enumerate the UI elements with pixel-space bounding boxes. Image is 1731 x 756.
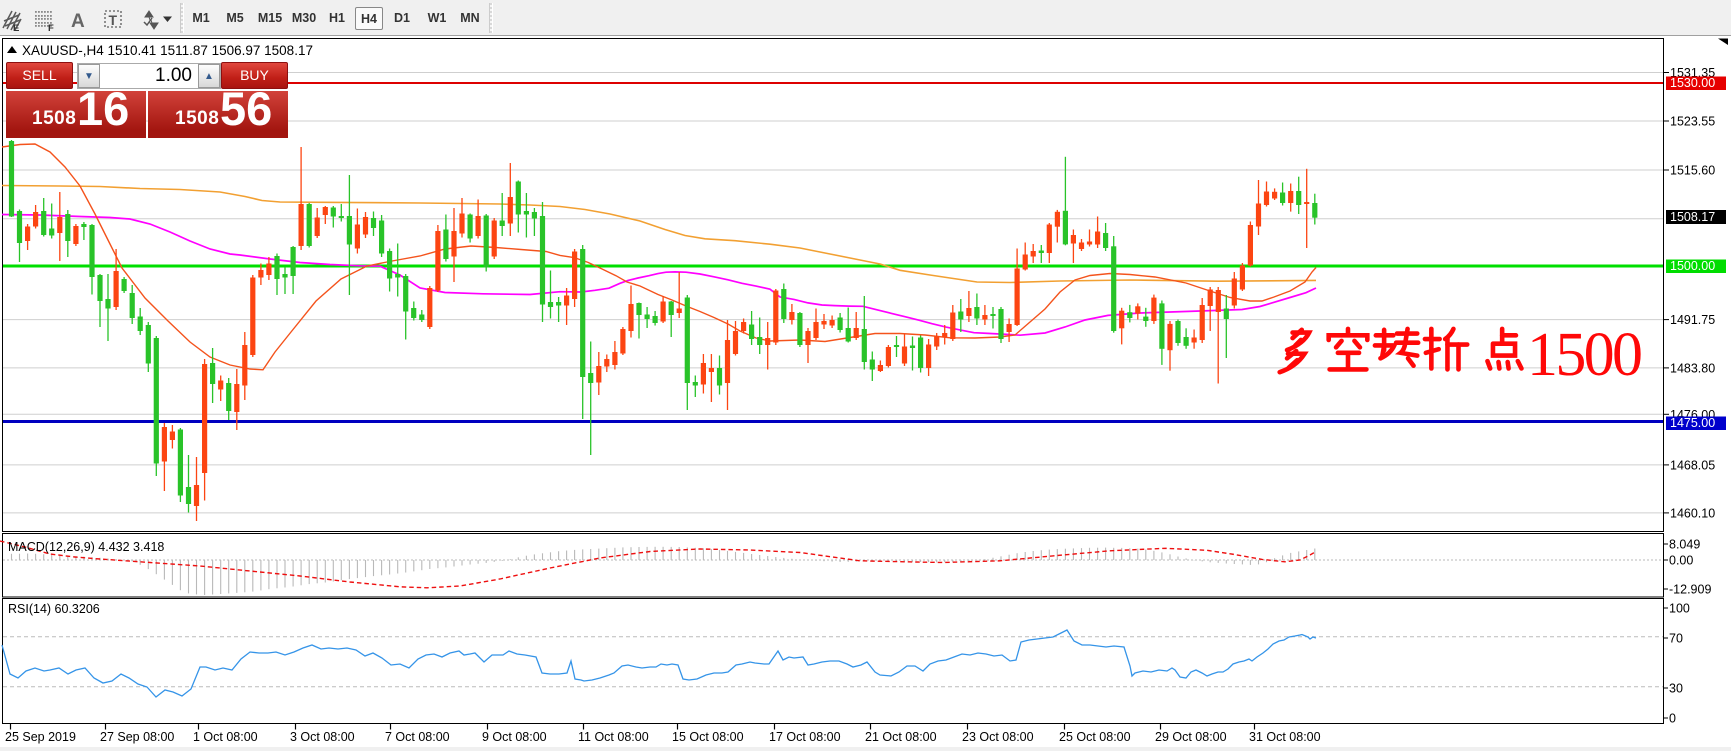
svg-text:1508.17: 1508.17 xyxy=(1670,210,1715,224)
svg-text:27 Sep 08:00: 27 Sep 08:00 xyxy=(100,730,174,744)
svg-text:1523.55: 1523.55 xyxy=(1670,115,1715,129)
svg-text:MACD(12,26,9) 4.432 3.418: MACD(12,26,9) 4.432 3.418 xyxy=(8,540,164,554)
svg-text:1500: 1500 xyxy=(1527,321,1643,389)
svg-text:F: F xyxy=(48,23,54,34)
svg-text:RSI(14) 60.3206: RSI(14) 60.3206 xyxy=(8,602,100,616)
svg-text:1515.60: 1515.60 xyxy=(1670,164,1715,178)
svg-text:25 Oct 08:00: 25 Oct 08:00 xyxy=(1059,730,1131,744)
svg-text:1468.05: 1468.05 xyxy=(1670,458,1715,472)
svg-text:1475.00: 1475.00 xyxy=(1670,416,1715,430)
svg-text:1483.80: 1483.80 xyxy=(1670,361,1715,375)
svg-text:23 Oct 08:00: 23 Oct 08:00 xyxy=(962,730,1034,744)
svg-text:21 Oct 08:00: 21 Oct 08:00 xyxy=(865,730,937,744)
svg-text:25 Sep 2019: 25 Sep 2019 xyxy=(5,730,76,744)
svg-text:1491.75: 1491.75 xyxy=(1670,313,1715,327)
svg-text:30: 30 xyxy=(1669,682,1683,696)
svg-text:17 Oct 08:00: 17 Oct 08:00 xyxy=(769,730,841,744)
svg-text:70: 70 xyxy=(1669,632,1683,646)
svg-text:8.049: 8.049 xyxy=(1669,538,1700,552)
svg-text:9 Oct 08:00: 9 Oct 08:00 xyxy=(482,730,547,744)
svg-text:7 Oct 08:00: 7 Oct 08:00 xyxy=(385,730,450,744)
svg-text:29 Oct 08:00: 29 Oct 08:00 xyxy=(1155,730,1227,744)
svg-text:1 Oct 08:00: 1 Oct 08:00 xyxy=(193,730,258,744)
svg-text:-12.909: -12.909 xyxy=(1669,583,1711,597)
svg-text:3 Oct 08:00: 3 Oct 08:00 xyxy=(290,730,355,744)
svg-text:A: A xyxy=(71,11,85,32)
svg-text:E: E xyxy=(13,23,19,34)
svg-text:0: 0 xyxy=(1669,712,1676,726)
svg-text:T: T xyxy=(109,12,118,28)
svg-text:1500.00: 1500.00 xyxy=(1670,259,1715,273)
svg-text:XAUUSD-,H4 1510.41 1511.87 15: XAUUSD-,H4 1510.41 1511.87 1506.97 1508.… xyxy=(22,43,313,58)
svg-text:11 Oct 08:00: 11 Oct 08:00 xyxy=(578,730,649,744)
svg-text:15 Oct 08:00: 15 Oct 08:00 xyxy=(672,730,744,744)
svg-text:31 Oct 08:00: 31 Oct 08:00 xyxy=(1249,730,1321,744)
svg-text:1530.00: 1530.00 xyxy=(1670,76,1715,90)
svg-text:100: 100 xyxy=(1669,602,1690,616)
svg-text:0.00: 0.00 xyxy=(1669,554,1693,568)
svg-text:1460.10: 1460.10 xyxy=(1670,506,1715,520)
